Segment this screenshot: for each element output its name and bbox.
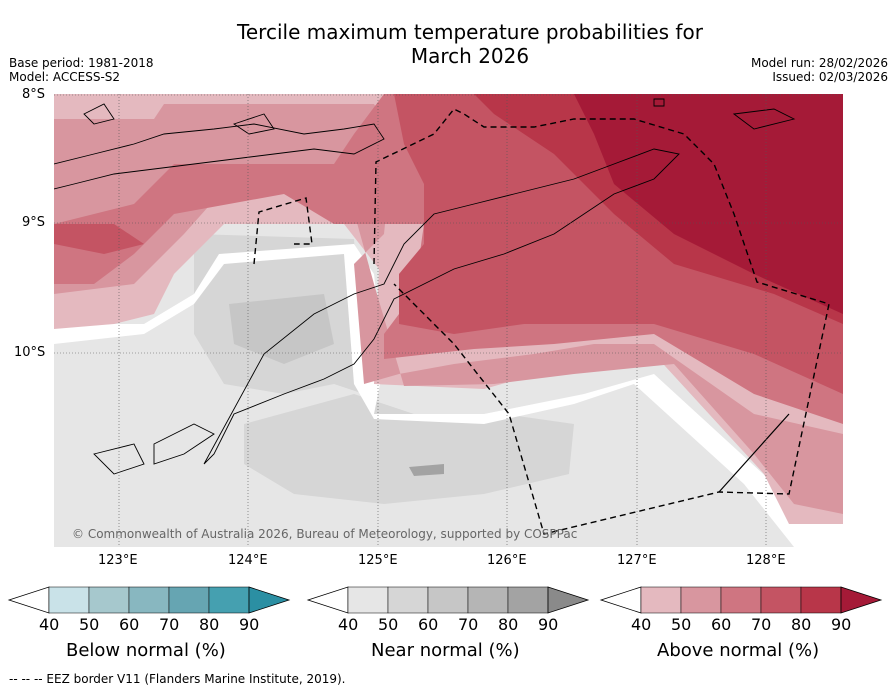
colorbar-label-near: Near normal (%) xyxy=(371,640,520,661)
colorbar-above-tick: 50 xyxy=(671,615,692,634)
eez-oecusse xyxy=(253,197,313,265)
colorbar-below-tick: 60 xyxy=(119,615,140,634)
lon-label-127e: 127°E xyxy=(617,553,657,568)
copyright-notice: © Commonwealth of Australia 2026, Bureau… xyxy=(72,527,578,541)
near-normal-90-spot xyxy=(409,464,444,476)
colorbar-above-normal xyxy=(599,586,883,614)
colorbar-near-segment xyxy=(427,586,469,614)
above-normal-50-region xyxy=(54,104,843,514)
colorbar-near-segment xyxy=(347,586,389,614)
gridlines xyxy=(54,94,843,547)
colorbar-above-tick: 60 xyxy=(711,615,732,634)
eez-timor-leste xyxy=(373,108,830,535)
colorbar-below-tick: 40 xyxy=(39,615,60,634)
colorbar-below-tick: 90 xyxy=(239,615,260,634)
colorbar-near-extend-low xyxy=(306,586,349,614)
eez-border xyxy=(253,108,830,535)
colorbar-above-tick: 70 xyxy=(751,615,772,634)
issued-date: Issued: 02/03/2026 xyxy=(772,70,888,84)
colorbar-below-extend-low xyxy=(7,586,50,614)
colorbar-below-tick: 50 xyxy=(79,615,100,634)
colorbar-below-segment xyxy=(48,586,90,614)
model-name: Model: ACCESS-S2 xyxy=(9,70,121,84)
colorbar-near-tick: 40 xyxy=(338,615,359,634)
title-line-1: Tercile maximum temperature probabilitie… xyxy=(237,20,703,44)
colorbar-above-tick: 80 xyxy=(791,615,812,634)
colorbar-below-extend-high xyxy=(248,586,291,614)
colorbar-below-normal xyxy=(7,586,291,614)
colorbar-below-segment xyxy=(128,586,170,614)
colorbar-near-segment xyxy=(387,586,429,614)
islet-1 xyxy=(83,103,115,125)
colorbar-label-below: Below normal (%) xyxy=(66,640,226,661)
colorbar-above-segment xyxy=(800,586,842,614)
coastlines xyxy=(54,98,796,475)
colorbar-below-tick: 80 xyxy=(199,615,220,634)
lat-label-8s: 8°S xyxy=(22,87,46,102)
wetar-islet xyxy=(732,108,796,130)
colorbar-near-tick: 50 xyxy=(378,615,399,634)
colorbar-near-tick: 80 xyxy=(498,615,519,634)
eez-footnote: -- -- -- EEZ border V11 (Flanders Marine… xyxy=(9,672,346,686)
lon-label-125e: 125°E xyxy=(358,553,398,568)
colorbar-below-tick: 70 xyxy=(159,615,180,634)
colorbar-above-tick: 40 xyxy=(631,615,652,634)
lon-label-124e: 124°E xyxy=(228,553,268,568)
colorbar-above-extend-high xyxy=(840,586,883,614)
small-islet xyxy=(653,98,665,107)
map-title: Tercile maximum temperature probabilitie… xyxy=(0,20,896,68)
meta-right: Model run: 28/02/2026 Issued: 02/03/2026 xyxy=(751,56,888,84)
rote-coast xyxy=(153,423,215,465)
above-normal-90-region xyxy=(574,94,843,314)
colorbar-near-segment xyxy=(507,586,549,614)
timor-coast xyxy=(203,148,680,465)
colorbar-above-tick: 90 xyxy=(831,615,852,634)
above-normal-70-west xyxy=(54,224,144,254)
lat-label-10s: 10°S xyxy=(14,345,46,360)
colorbar-above-segment xyxy=(720,586,762,614)
colorbar-below-segment xyxy=(208,586,250,614)
colorbar-near-tick: 70 xyxy=(458,615,479,634)
colorbars xyxy=(7,586,883,614)
colorbar-near-normal xyxy=(306,586,590,614)
colorbar-near-extend-high xyxy=(547,586,590,614)
colorbar-above-segment xyxy=(680,586,722,614)
colorbar-near-segment xyxy=(467,586,509,614)
lon-label-123e: 123°E xyxy=(98,553,138,568)
lon-label-126e: 126°E xyxy=(487,553,527,568)
title-line-2: March 2026 xyxy=(410,44,530,68)
islet-2 xyxy=(232,113,275,135)
sawu-coast xyxy=(93,443,145,475)
colorbar-below-segment xyxy=(88,586,130,614)
colorbar-near-tick: 60 xyxy=(418,615,439,634)
forecast-map: © Commonwealth of Australia 2026, Bureau… xyxy=(54,94,843,547)
meta-left: Base period: 1981-2018 Model: ACCESS-S2 xyxy=(9,56,154,84)
colorbar-above-extend-low xyxy=(599,586,642,614)
model-run: Model run: 28/02/2026 xyxy=(750,56,888,70)
eez-solid-segment xyxy=(718,413,790,493)
colorbar-below-segment xyxy=(168,586,210,614)
colorbar-above-segment xyxy=(640,586,682,614)
base-period: Base period: 1981-2018 xyxy=(9,56,154,70)
colorbar-near-tick: 90 xyxy=(538,615,559,634)
flores-coast xyxy=(54,123,385,190)
map-svg xyxy=(54,94,843,547)
colorbar-label-above: Above normal (%) xyxy=(657,640,820,661)
lon-label-128e: 128°E xyxy=(746,553,786,568)
colorbar-above-segment xyxy=(760,586,802,614)
lat-label-9s: 9°S xyxy=(22,215,46,230)
near-normal-60-region xyxy=(229,294,334,364)
